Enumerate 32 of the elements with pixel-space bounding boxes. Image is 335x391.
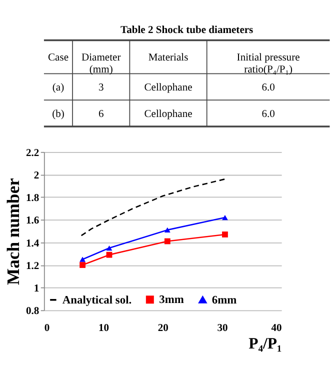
y-tick-label: 1.8: [26, 193, 40, 204]
x-tick-label: 40: [271, 322, 282, 334]
y-tick-label: 0.8: [26, 306, 40, 318]
text: 3: [98, 82, 104, 94]
text: Table 2 Shock tube diameters: [120, 25, 254, 36]
y-tick-label: 1.4: [26, 238, 40, 250]
y-tick-label: 2.2: [26, 148, 40, 159]
y-tick-label: 2: [34, 170, 40, 182]
x-tick-label: 30: [217, 322, 228, 334]
category-label: Diameter (mm): [81, 52, 122, 76]
legend-label: 3mm: [159, 294, 184, 306]
x-tick-label: 20: [158, 322, 168, 334]
text: Cellophane: [144, 82, 193, 94]
x-axis-title: P₄/P₁: [248, 335, 282, 352]
category-label: Case: [48, 52, 69, 64]
category-label: Materials: [148, 52, 188, 64]
x-tick-label: 10: [98, 322, 110, 334]
category-label: Initial pressure ratio(P₄/P₁): [236, 52, 300, 76]
text: (a): [52, 82, 65, 94]
y-tick-label: 1.6: [26, 216, 40, 227]
text: 6: [98, 108, 104, 120]
y-tick-label: 1.2: [26, 260, 40, 272]
legend-label: Analytical sol.: [62, 294, 132, 306]
text: 6.0: [262, 108, 275, 120]
line-series: [80, 178, 226, 236]
y-tick-label: 1: [34, 284, 40, 295]
text: 6.0: [262, 82, 275, 94]
legend-label: 6mm: [212, 294, 238, 306]
text: (b): [52, 108, 65, 120]
x-tick-label: 0: [44, 322, 50, 334]
text: Cellophane: [144, 108, 193, 120]
y-axis-title: Mach number: [2, 178, 23, 285]
